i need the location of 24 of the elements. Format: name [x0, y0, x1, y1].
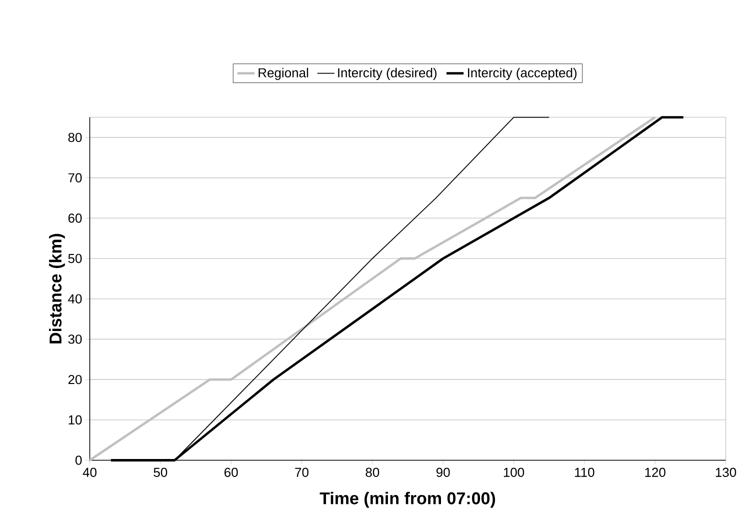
x-tick-label: 110 [575, 468, 594, 477]
y-tick-label: 50 [68, 254, 82, 264]
x-tick-label: 70 [295, 468, 308, 477]
y-tick-label: 20 [68, 374, 82, 384]
y-tick-label: 80 [68, 132, 82, 142]
x-tick-label: 100 [504, 468, 524, 477]
y-tick-label: 30 [68, 334, 82, 344]
legend-label: Regional [258, 68, 308, 80]
x-tick-label: 80 [366, 468, 380, 477]
y-tick-label: 0 [75, 456, 82, 465]
x-tick-label: 130 [716, 468, 736, 477]
x-tick-label: 40 [82, 468, 96, 477]
y-tick-label: 10 [68, 415, 82, 424]
x-tick-label: 50 [154, 468, 168, 477]
y-tick-label: 60 [68, 214, 82, 223]
x-tick-label: 120 [645, 468, 666, 477]
y-tick-label: 40 [68, 294, 82, 304]
y-axis-title: Distance (km) [49, 234, 65, 344]
legend-label: Intercity (desired) [338, 68, 437, 80]
x-tick-label: 90 [436, 468, 450, 477]
y-tick-label: 70 [68, 173, 82, 182]
x-axis-title: Time (min from 07:00) [320, 492, 496, 508]
legend-label: Intercity (accepted) [468, 68, 577, 80]
x-tick-label: 60 [224, 468, 238, 477]
